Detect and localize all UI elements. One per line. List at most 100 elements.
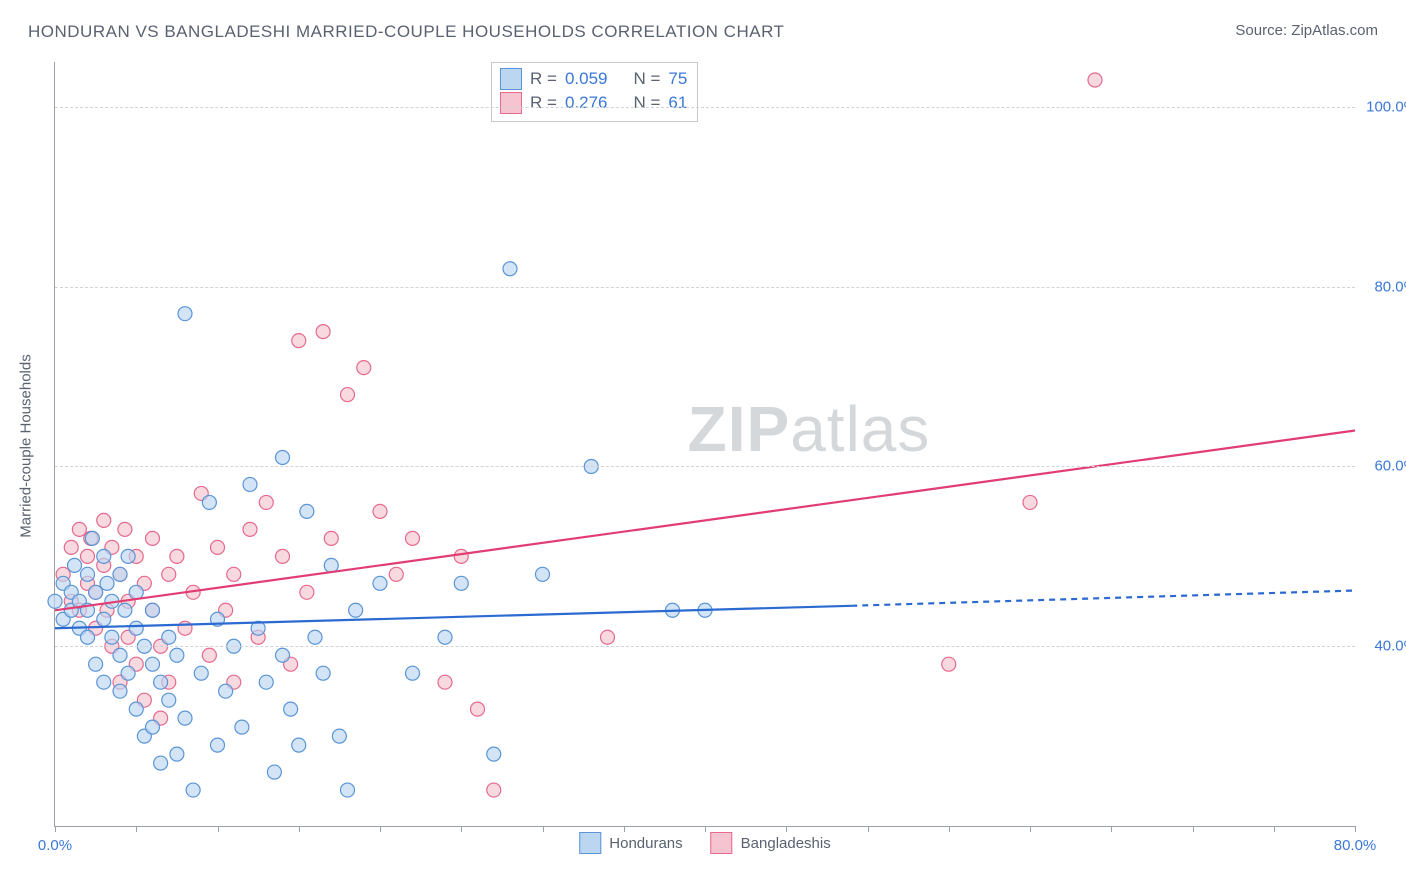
- chart-title: HONDURAN VS BANGLADESHI MARRIED-COUPLE H…: [28, 22, 784, 42]
- point-bangladeshis: [341, 388, 355, 402]
- swatch-hondurans-bottom: [579, 832, 601, 854]
- point-hondurans: [243, 477, 257, 491]
- point-hondurans: [170, 648, 184, 662]
- point-bangladeshis: [471, 702, 485, 716]
- y-tick-label: 60.0%: [1374, 458, 1406, 475]
- x-tick: [1193, 826, 1194, 832]
- point-hondurans: [68, 558, 82, 572]
- plot-area: ZIPatlas R = 0.059 N = 75 R = 0.276 N = …: [54, 62, 1355, 827]
- source-prefix: Source:: [1235, 22, 1291, 39]
- point-hondurans: [259, 675, 273, 689]
- gridline-h: [55, 466, 1355, 467]
- point-bangladeshis: [438, 675, 452, 689]
- point-hondurans: [178, 307, 192, 321]
- y-tick-label: 80.0%: [1374, 278, 1406, 295]
- point-hondurans: [100, 576, 114, 590]
- point-hondurans: [146, 603, 160, 617]
- point-hondurans: [406, 666, 420, 680]
- point-bangladeshis: [324, 531, 338, 545]
- point-hondurans: [438, 630, 452, 644]
- point-hondurans: [349, 603, 363, 617]
- y-tick-label: 100.0%: [1366, 98, 1406, 115]
- point-hondurans: [154, 675, 168, 689]
- legend-label-bangladeshis: Bangladeshis: [741, 835, 831, 852]
- point-hondurans: [267, 765, 281, 779]
- point-bangladeshis: [227, 567, 241, 581]
- point-hondurans: [332, 729, 346, 743]
- point-hondurans: [146, 657, 160, 671]
- point-bangladeshis: [389, 567, 403, 581]
- x-tick: [55, 826, 56, 832]
- point-bangladeshis: [259, 495, 273, 509]
- legend-label-hondurans: Hondurans: [609, 835, 682, 852]
- y-tick-label: 40.0%: [1374, 638, 1406, 655]
- source-link[interactable]: ZipAtlas.com: [1291, 22, 1378, 39]
- x-tick-label: 80.0%: [1334, 837, 1377, 854]
- point-hondurans: [118, 603, 132, 617]
- point-bangladeshis: [81, 549, 95, 563]
- point-hondurans: [97, 612, 111, 626]
- point-hondurans: [81, 630, 95, 644]
- point-hondurans: [211, 738, 225, 752]
- y-axis-label: Married-couple Households: [18, 354, 35, 537]
- point-bangladeshis: [211, 540, 225, 554]
- point-hondurans: [129, 585, 143, 599]
- point-hondurans: [219, 684, 233, 698]
- legend-item-bangladeshis: Bangladeshis: [711, 832, 831, 854]
- x-tick: [949, 826, 950, 832]
- point-hondurans: [170, 747, 184, 761]
- point-hondurans: [121, 666, 135, 680]
- point-bangladeshis: [162, 567, 176, 581]
- legend-item-hondurans: Hondurans: [579, 832, 682, 854]
- point-hondurans: [162, 693, 176, 707]
- point-bangladeshis: [118, 522, 132, 536]
- point-hondurans: [324, 558, 338, 572]
- point-hondurans: [373, 576, 387, 590]
- point-bangladeshis: [276, 549, 290, 563]
- point-bangladeshis: [406, 531, 420, 545]
- trendline-hondurans: [55, 606, 851, 628]
- gridline-h: [55, 287, 1355, 288]
- x-tick-label: 0.0%: [38, 837, 72, 854]
- point-bangladeshis: [357, 361, 371, 375]
- point-hondurans: [121, 549, 135, 563]
- x-tick: [1274, 826, 1275, 832]
- point-hondurans: [113, 648, 127, 662]
- swatch-bangladeshis-bottom: [711, 832, 733, 854]
- point-bangladeshis: [202, 648, 216, 662]
- point-hondurans: [97, 675, 111, 689]
- point-hondurans: [154, 756, 168, 770]
- point-hondurans: [146, 720, 160, 734]
- point-hondurans: [276, 648, 290, 662]
- point-bangladeshis: [170, 549, 184, 563]
- point-bangladeshis: [942, 657, 956, 671]
- x-tick: [136, 826, 137, 832]
- point-hondurans: [178, 711, 192, 725]
- point-bangladeshis: [64, 540, 78, 554]
- x-tick: [380, 826, 381, 832]
- point-hondurans: [162, 630, 176, 644]
- x-tick: [543, 826, 544, 832]
- x-tick: [786, 826, 787, 832]
- point-hondurans: [276, 450, 290, 464]
- point-bangladeshis: [97, 513, 111, 527]
- point-bangladeshis: [487, 783, 501, 797]
- bottom-legend: Hondurans Bangladeshis: [579, 832, 830, 854]
- point-bangladeshis: [243, 522, 257, 536]
- x-tick: [299, 826, 300, 832]
- gridline-h: [55, 646, 1355, 647]
- point-bangladeshis: [601, 630, 615, 644]
- point-hondurans: [202, 495, 216, 509]
- x-tick: [868, 826, 869, 832]
- point-hondurans: [235, 720, 249, 734]
- point-hondurans: [284, 702, 298, 716]
- point-hondurans: [316, 666, 330, 680]
- point-hondurans: [48, 594, 62, 608]
- point-bangladeshis: [1023, 495, 1037, 509]
- point-hondurans: [129, 702, 143, 716]
- point-bangladeshis: [373, 504, 387, 518]
- point-hondurans: [194, 666, 208, 680]
- point-hondurans: [113, 567, 127, 581]
- point-bangladeshis: [300, 585, 314, 599]
- point-bangladeshis: [292, 334, 306, 348]
